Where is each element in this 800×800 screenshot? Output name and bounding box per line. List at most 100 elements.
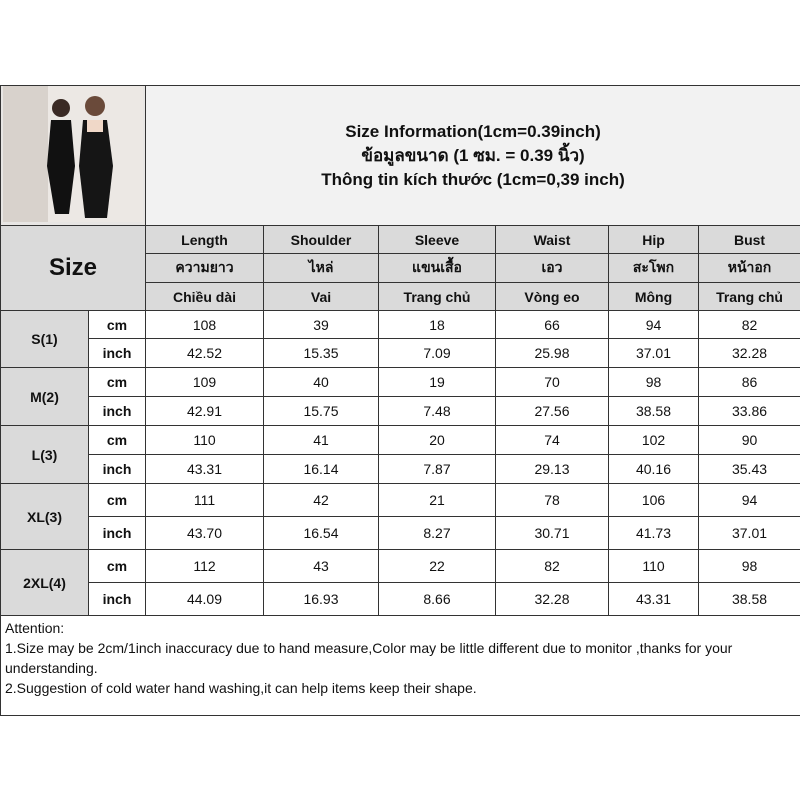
- size-label: L(3): [0, 425, 89, 484]
- title-en: Size Information(1cm=0.39inch): [345, 121, 601, 141]
- measurement-cell: 42.91: [145, 396, 264, 426]
- measurement-cell: 15.35: [263, 338, 379, 368]
- measurement-cell: 7.87: [378, 454, 496, 484]
- measurement-cell: 42: [263, 483, 379, 517]
- measurement-cell: 40.16: [608, 454, 699, 484]
- measurement-cell: 110: [608, 549, 699, 583]
- measurement-cell: 33.86: [697, 396, 800, 426]
- measurement-cell: 41: [263, 425, 379, 455]
- col-header-vi: Trang chủ: [697, 282, 800, 311]
- measurement-cell: 82: [697, 310, 800, 339]
- measurement-cell: 25.98: [495, 338, 609, 368]
- measurement-cell: 98: [608, 367, 699, 397]
- measurement-cell: 94: [608, 310, 699, 339]
- unit-label: inch: [88, 454, 146, 484]
- measurement-cell: 37.01: [608, 338, 699, 368]
- unit-label: inch: [88, 582, 146, 616]
- measurement-cell: 7.09: [378, 338, 496, 368]
- measurement-cell: 8.66: [378, 582, 496, 616]
- col-header-en: Hip: [608, 225, 699, 254]
- title-cell: Size Information(1cm=0.39inch) ข้อมูลขนา…: [144, 85, 800, 226]
- measurement-cell: 27.56: [495, 396, 609, 426]
- attention-note-2: 2.Suggestion of cold water hand washing,…: [5, 680, 477, 696]
- unit-label: cm: [88, 483, 146, 517]
- table-row: M(2) cm 109 40 19 70 98 86: [0, 367, 800, 426]
- measurement-cell: 78: [495, 483, 609, 517]
- measurement-cell: 38.58: [697, 582, 800, 616]
- col-header-th: ความยาว: [145, 253, 264, 283]
- col-header-en: Length: [145, 225, 264, 254]
- measurement-cell: 39: [263, 310, 379, 339]
- measurement-cell: 8.27: [378, 516, 496, 550]
- measurement-cell: 38.58: [608, 396, 699, 426]
- unit-label: inch: [88, 396, 146, 426]
- measurement-cell: 30.71: [495, 516, 609, 550]
- unit-label: cm: [88, 549, 146, 583]
- table-row: inch 44.09 16.93 8.66 32.28 43.31 38.58: [1, 582, 800, 616]
- measurement-cell: 41.73: [608, 516, 699, 550]
- size-chart: Size Information(1cm=0.39inch) ข้อมูลขนา…: [0, 85, 800, 716]
- col-header-vi: Chiều dài: [145, 282, 264, 311]
- measurement-cell: 102: [608, 425, 699, 455]
- unit-label: cm: [88, 425, 146, 455]
- col-header-th: เอว: [495, 253, 609, 283]
- measurement-cell: 40: [263, 367, 379, 397]
- measurement-cell: 18: [378, 310, 496, 339]
- col-header-th: หน้าอก: [697, 253, 800, 283]
- measurement-cell: 94: [697, 483, 800, 517]
- measurement-cell: 110: [145, 425, 264, 455]
- size-label: S(1): [0, 310, 89, 368]
- measurement-cell: 21: [378, 483, 496, 517]
- table-row: L(3) cm 110 41 20 74 102 90: [0, 425, 800, 484]
- unit-label: inch: [88, 338, 146, 368]
- measurement-cell: 43.31: [608, 582, 699, 616]
- col-header-en: Shoulder: [263, 225, 379, 254]
- col-header-vi: Mông: [608, 282, 699, 311]
- table-row: inch 43.31 16.14 7.87 29.13 40.16 35.43: [1, 454, 800, 484]
- measurement-cell: 32.28: [697, 338, 800, 368]
- measurement-cell: 35.43: [697, 454, 800, 484]
- measurement-cell: 108: [145, 310, 264, 339]
- measurement-cell: 20: [378, 425, 496, 455]
- table-row: XL(3) cm 111 42 21 78 106 94: [0, 483, 800, 550]
- unit-label: inch: [88, 516, 146, 550]
- col-header-en: Sleeve: [378, 225, 496, 254]
- table-row: inch 42.52 15.35 7.09 25.98 37.01 32.28: [1, 338, 800, 368]
- measurement-cell: 32.28: [495, 582, 609, 616]
- col-header-vi: Trang chủ: [378, 282, 496, 311]
- col-header-th: แขนเสื้อ: [378, 253, 496, 283]
- col-header-th: สะโพก: [608, 253, 699, 283]
- measurement-cell: 43.31: [145, 454, 264, 484]
- table-row: S(1) cm 108 39 18 66 94 82: [0, 310, 800, 368]
- measurement-cell: 22: [378, 549, 496, 583]
- measurement-cell: 43.70: [145, 516, 264, 550]
- size-label: XL(3): [0, 483, 89, 550]
- measurement-cell: 42.52: [145, 338, 264, 368]
- measurement-cell: 106: [608, 483, 699, 517]
- measurement-cell: 109: [145, 367, 264, 397]
- col-header-vi: Vòng eo: [495, 282, 609, 311]
- measurement-cell: 16.93: [263, 582, 379, 616]
- measurement-cell: 16.54: [263, 516, 379, 550]
- measurement-cell: 111: [145, 483, 264, 517]
- attention-note-1: 1.Size may be 2cm/1inch inaccuracy due t…: [5, 640, 733, 676]
- measurement-cell: 7.48: [378, 396, 496, 426]
- measurement-cell: 86: [697, 367, 800, 397]
- col-header-th: ไหล่: [263, 253, 379, 283]
- measurement-cell: 15.75: [263, 396, 379, 426]
- title-th: ข้อมูลขนาด (1 ซม. = 0.39 นิ้ว): [361, 145, 585, 165]
- attention-heading: Attention:: [5, 620, 65, 636]
- table-row: inch 42.91 15.75 7.48 27.56 38.58 33.86: [1, 396, 800, 426]
- measurement-cell: 74: [495, 425, 609, 455]
- title-vi: Thông tin kích thước (1cm=0,39 inch): [321, 169, 625, 189]
- attention-note: Attention: 1.Size may be 2cm/1inch inacc…: [0, 615, 800, 716]
- measurement-cell: 66: [495, 310, 609, 339]
- model-photo-icon: [3, 86, 143, 222]
- unit-label: cm: [88, 367, 146, 397]
- col-header-vi: Vai: [263, 282, 379, 311]
- measurement-cell: 44.09: [145, 582, 264, 616]
- product-photo: [0, 85, 146, 226]
- measurement-cell: 90: [697, 425, 800, 455]
- size-label: M(2): [0, 367, 89, 426]
- measurement-cell: 82: [495, 549, 609, 583]
